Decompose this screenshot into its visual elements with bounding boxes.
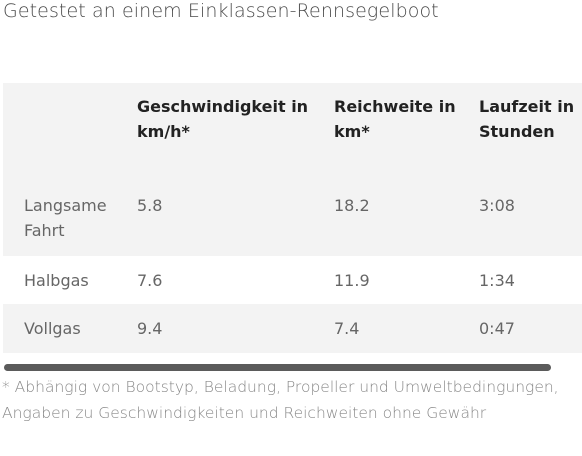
- cell-runtime: 0:47: [479, 319, 515, 338]
- cell-speed: 5.8: [137, 196, 163, 215]
- row-label: Vollgas: [24, 319, 81, 338]
- horizontal-scrollbar[interactable]: [4, 364, 551, 371]
- table-row: Langsame Fahrt 5.8 18.2 3:08: [3, 182, 582, 256]
- column-header-runtime: Laufzeit in Stunden: [479, 97, 575, 141]
- table-header-row: Geschwindigkeit in km/h* Reichweite in k…: [3, 83, 582, 182]
- footnote: * Abhängig von Bootstyp, Beladung, Prope…: [2, 378, 559, 422]
- cell-range: 11.9: [334, 271, 370, 290]
- cell-speed: 9.4: [137, 319, 163, 338]
- row-label: Langsame Fahrt: [24, 196, 107, 240]
- cell-runtime: 3:08: [479, 196, 515, 215]
- cell-runtime: 1:34: [479, 271, 515, 290]
- table-row: Vollgas 9.4 7.4 0:47: [3, 304, 582, 353]
- column-header-speed: Geschwindigkeit in km/h*: [137, 97, 309, 141]
- data-table: Geschwindigkeit in km/h* Reichweite in k…: [3, 83, 582, 353]
- table-scroll-container[interactable]: Geschwindigkeit in km/h* Reichweite in k…: [3, 83, 582, 353]
- page-title: Getestet an einem Einklassen-Rennsegelbo…: [3, 0, 439, 22]
- table-row: Halbgas 7.6 11.9 1:34: [3, 256, 582, 304]
- cell-range: 18.2: [334, 196, 370, 215]
- column-header-empty: [3, 83, 137, 182]
- column-header-range: Reichweite in km*: [334, 97, 456, 141]
- cell-speed: 7.6: [137, 271, 163, 290]
- cell-range: 7.4: [334, 319, 360, 338]
- row-label: Halbgas: [24, 271, 89, 290]
